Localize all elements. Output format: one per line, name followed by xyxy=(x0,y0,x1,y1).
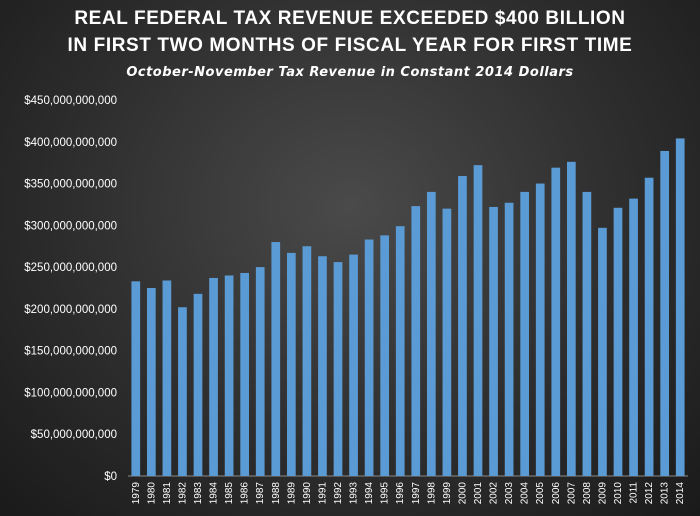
x-tick-label: 1984 xyxy=(209,482,220,505)
bar-2000 xyxy=(458,176,467,476)
x-tick-label: 1987 xyxy=(255,482,266,505)
x-tick-label: 1997 xyxy=(411,482,422,505)
x-tick-label: 2005 xyxy=(535,482,546,505)
x-tick-label: 2000 xyxy=(457,482,468,505)
y-tick-label: $0 xyxy=(104,471,117,483)
bar-2013 xyxy=(660,150,670,477)
x-tick-label: 1981 xyxy=(162,482,173,505)
bar-1984 xyxy=(209,277,218,476)
bar-2010 xyxy=(613,207,623,476)
bar-1994 xyxy=(364,239,374,476)
x-tick-label: 2010 xyxy=(613,482,624,505)
x-tick-label: 1991 xyxy=(317,482,328,505)
x-tick-label: 2012 xyxy=(644,482,655,505)
bar-1987 xyxy=(255,267,265,476)
y-tick-label: $400,000,000,000 xyxy=(24,137,117,149)
x-tick-label: 1994 xyxy=(364,482,375,505)
bar-1980 xyxy=(146,288,156,476)
x-tick-label: 1982 xyxy=(177,482,188,505)
x-tick-label: 1985 xyxy=(224,482,235,505)
x-tick-label: 2013 xyxy=(660,482,671,505)
bar-2005 xyxy=(535,183,545,477)
bar-2006 xyxy=(551,167,561,476)
x-tick-label: 2004 xyxy=(520,482,531,505)
bar-1981 xyxy=(162,280,172,476)
y-tick-label: $50,000,000,000 xyxy=(31,429,117,441)
x-tick-label: 2003 xyxy=(504,482,515,505)
bar-1995 xyxy=(380,235,390,476)
bar-1982 xyxy=(178,307,187,476)
x-tick-label: 1980 xyxy=(146,482,157,505)
x-tick-label: 2001 xyxy=(473,482,484,505)
x-tick-label: 1998 xyxy=(426,482,437,505)
bar-1986 xyxy=(240,272,250,476)
x-tick-label: 1979 xyxy=(131,482,142,505)
bar-1993 xyxy=(349,254,358,476)
x-tick-label: 1990 xyxy=(302,482,313,505)
bar-2011 xyxy=(629,198,638,476)
bar-1998 xyxy=(426,191,436,476)
x-tick-label: 2006 xyxy=(551,482,562,505)
x-tick-label: 2002 xyxy=(489,482,500,505)
bar-2007 xyxy=(566,161,576,476)
bar-2001 xyxy=(473,165,483,476)
bar-1996 xyxy=(395,226,405,476)
bar-1991 xyxy=(318,256,327,476)
x-tick-label: 1988 xyxy=(271,482,282,505)
y-tick-label: $450,000,000,000 xyxy=(24,95,117,107)
x-tick-label: 2009 xyxy=(597,482,608,505)
x-tick-label: 2011 xyxy=(629,482,640,504)
bar-1979 xyxy=(131,281,141,476)
bar-1983 xyxy=(193,293,203,476)
x-tick-label: 1983 xyxy=(193,482,204,505)
x-tick-label: 2008 xyxy=(582,482,593,505)
bar-1985 xyxy=(224,275,234,476)
chart-subtitle: October-November Tax Revenue in Constant… xyxy=(126,65,574,80)
bar-2008 xyxy=(582,191,592,476)
x-tick-label: 1986 xyxy=(240,482,251,505)
bar-2014 xyxy=(675,138,685,477)
x-tick-label: 1992 xyxy=(333,482,344,505)
bar-1999 xyxy=(442,208,452,476)
chart-title-line-1: REAL FEDERAL TAX REVENUE EXCEEDED $400 B… xyxy=(74,8,626,29)
x-tick-label: 1993 xyxy=(349,482,360,505)
y-tick-label: $350,000,000,000 xyxy=(24,179,117,191)
y-tick-label: $100,000,000,000 xyxy=(24,387,117,399)
y-tick-label: $200,000,000,000 xyxy=(24,304,117,316)
bar-1997 xyxy=(411,206,421,477)
bar-2009 xyxy=(598,227,607,476)
y-tick-label: $250,000,000,000 xyxy=(24,262,117,274)
x-tick-label: 1995 xyxy=(380,482,391,505)
chart-title-line-2: IN FIRST TWO MONTHS OF FISCAL YEAR FOR F… xyxy=(67,35,633,56)
x-tick-label: 1999 xyxy=(442,482,453,505)
bar-1988 xyxy=(271,242,281,476)
x-tick-label: 2014 xyxy=(675,482,686,505)
bar-2003 xyxy=(504,202,514,477)
x-tick-label: 1989 xyxy=(286,482,297,505)
y-tick-label: $300,000,000,000 xyxy=(24,220,117,232)
y-tick-label: $150,000,000,000 xyxy=(24,346,117,358)
x-tick-label: 2007 xyxy=(566,482,577,505)
bar-1989 xyxy=(286,252,296,476)
bar-2012 xyxy=(644,177,654,476)
bar-2002 xyxy=(489,206,498,476)
bar-1992 xyxy=(333,262,343,476)
bar-1990 xyxy=(302,246,312,476)
x-tick-label: 1996 xyxy=(395,482,406,505)
bar-2004 xyxy=(520,191,530,476)
